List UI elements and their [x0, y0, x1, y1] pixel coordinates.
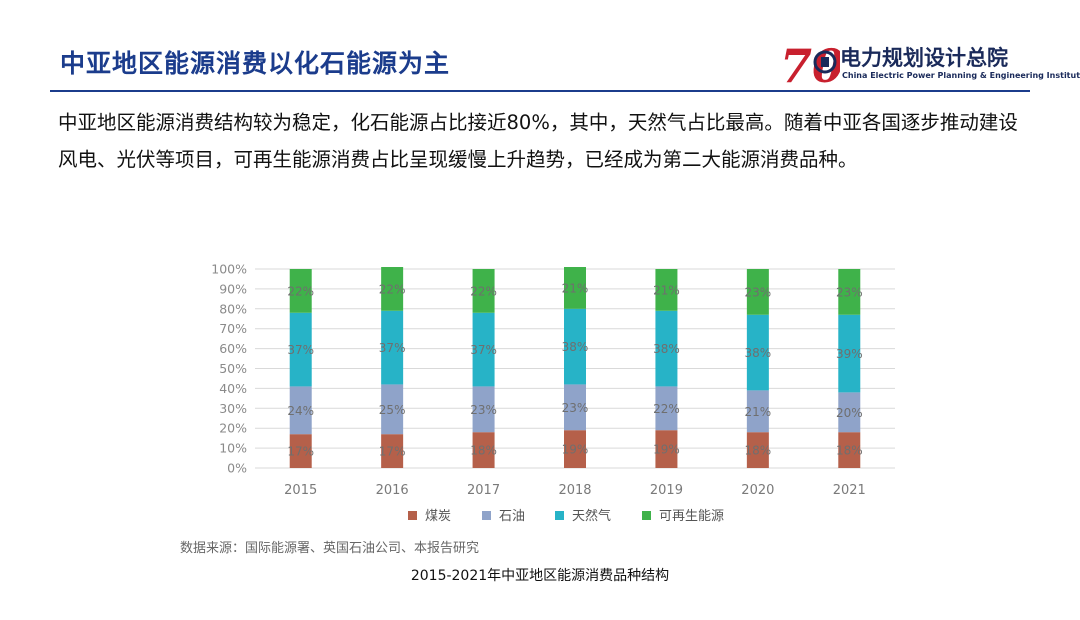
bar-segment [746, 314, 769, 391]
y-tick-label: 80% [219, 301, 247, 316]
legend-swatch [482, 511, 491, 520]
legend-label: 煤炭 [425, 509, 451, 524]
bar-segment [655, 269, 678, 311]
data-label: 24% [287, 404, 314, 418]
page-title: 中亚地区能源消费以化石能源为主 [60, 49, 451, 78]
bar-segment [564, 267, 586, 309]
x-axis-ticks: 2015 2016 2017 2018 2019 2020 2021 [284, 483, 866, 498]
x-tick-label: 2015 [284, 483, 317, 498]
y-tick-label: 50% [219, 361, 247, 376]
bar-segment [564, 384, 586, 431]
data-label: 37% [287, 343, 314, 357]
bar-segment [472, 269, 495, 313]
legend-swatch [555, 511, 564, 520]
x-tick-label: 2017 [467, 483, 500, 498]
bar-segment [655, 310, 678, 387]
y-tick-label: 40% [219, 381, 247, 396]
bar-segment [289, 269, 312, 313]
data-label: 37% [470, 343, 497, 357]
bar-segment [381, 267, 404, 311]
bar-segment [472, 386, 495, 433]
data-label: 18% [470, 444, 497, 458]
data-source-note: 数据来源：国际能源署、英国石油公司、本报告研究 [180, 541, 480, 556]
bar-segment [838, 314, 861, 393]
intro-paragraph: 中亚地区能源消费结构较为稳定，化石能源占比接近80%，其中，天然气占比最高。随着… [58, 111, 1018, 171]
bar-segment [381, 384, 404, 435]
logo-chinese-name: 电力规划设计总院 [840, 46, 1008, 70]
y-tick-label: 90% [219, 281, 247, 296]
data-label: 22% [470, 284, 497, 298]
chart-data-labels: 17% 24% 37% 22% 17% 25% 37% 22% 18% 23% 37% 22% 19% 2… [287, 281, 862, 458]
data-label: 23% [470, 403, 497, 417]
bar-segment [838, 432, 861, 468]
bar-segment [289, 386, 312, 435]
bar-segment [838, 269, 861, 315]
data-label: 37% [379, 341, 406, 355]
x-tick-label: 2016 [376, 483, 409, 498]
y-tick-label: 60% [219, 341, 247, 356]
data-label: 23% [745, 285, 772, 299]
data-label: 19% [653, 443, 680, 457]
logo-english-name: China Electric Power Planning & Engineer… [842, 71, 1080, 80]
bar-segment [746, 432, 769, 468]
x-tick-label: 2019 [650, 483, 683, 498]
data-label: 25% [379, 403, 406, 417]
bar-segment [746, 269, 769, 315]
bar-segment [381, 310, 404, 385]
data-label: 17% [379, 445, 406, 459]
data-label: 21% [653, 283, 680, 297]
bar-segment [472, 432, 495, 468]
data-label: 21% [745, 405, 772, 419]
y-tick-label: 30% [219, 401, 247, 416]
x-tick-label: 2020 [741, 483, 774, 498]
bar-segment [838, 392, 861, 433]
y-tick-label: 0% [227, 461, 247, 476]
logo-mark-text: 70 [780, 40, 840, 86]
bar-segment [655, 386, 678, 431]
data-label: 38% [653, 342, 680, 356]
bar-segment [472, 312, 495, 387]
data-label: 22% [653, 402, 680, 416]
bar-segment [564, 308, 586, 385]
data-label: 18% [836, 444, 863, 458]
data-label: 22% [379, 282, 406, 296]
y-axis-ticks: 0% 10% 20% 30% 40% 50% 60% 70% 80% 90% 100% [211, 262, 247, 476]
data-label: 17% [287, 445, 314, 459]
data-label: 18% [745, 444, 772, 458]
legend-swatch [408, 511, 417, 520]
y-tick-label: 100% [211, 262, 247, 277]
bar-segment [381, 434, 404, 468]
data-label: 23% [562, 401, 589, 415]
bar-segment [289, 434, 312, 468]
institute-logo: 70 电力规划设计总院 China Electric Power Plannin… [780, 40, 1080, 86]
data-label: 20% [836, 406, 863, 420]
x-tick-label: 2018 [558, 483, 591, 498]
bar-segment [564, 430, 586, 468]
data-label: 19% [562, 443, 589, 457]
bar-segment [289, 312, 312, 387]
legend-label: 天然气 [572, 508, 611, 524]
legend-swatch [642, 511, 651, 520]
header-divider [50, 90, 1030, 92]
bar-segment [746, 390, 769, 433]
bar-segment [655, 430, 678, 468]
data-label: 23% [836, 285, 863, 299]
data-label: 22% [287, 284, 314, 298]
legend-label: 石油 [499, 509, 525, 524]
data-label: 39% [836, 347, 863, 361]
chart-caption: 2015-2021年中亚地区能源消费品种结构 [410, 568, 670, 584]
legend-label: 可再生能源 [659, 509, 724, 524]
data-label: 21% [562, 281, 589, 295]
y-tick-label: 70% [219, 321, 247, 336]
y-tick-label: 20% [219, 421, 247, 436]
y-tick-label: 10% [219, 441, 247, 456]
x-tick-label: 2021 [833, 483, 866, 498]
institute-logo-mark-icon: 70 [780, 40, 840, 86]
chart-legend: 煤炭 石油 天然气 可再生能源 [408, 508, 724, 524]
chart-bars [289, 267, 861, 468]
data-label: 38% [745, 346, 772, 360]
data-label: 38% [562, 340, 589, 354]
